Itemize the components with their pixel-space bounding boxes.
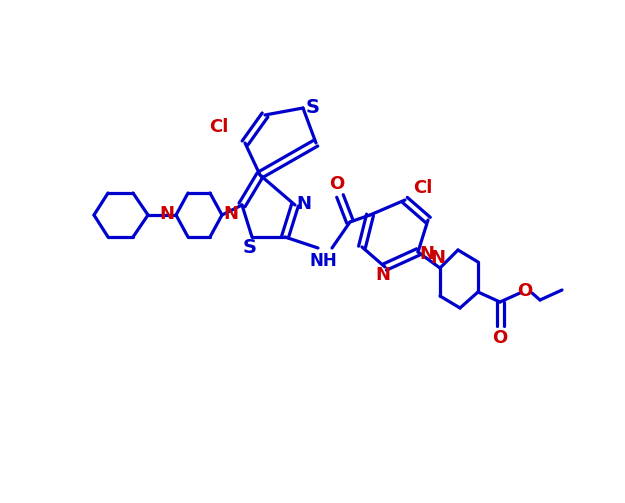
Text: N: N — [159, 205, 174, 223]
Text: NH: NH — [309, 252, 337, 270]
Text: O: O — [492, 329, 508, 347]
Text: O: O — [329, 175, 344, 193]
Text: Cl: Cl — [209, 118, 229, 136]
Text: Cl: Cl — [413, 179, 432, 197]
Text: N: N — [296, 195, 311, 213]
Text: N: N — [431, 249, 446, 267]
Text: O: O — [518, 282, 532, 300]
Text: N: N — [376, 266, 391, 284]
Text: N: N — [224, 205, 239, 223]
Text: N: N — [419, 245, 434, 263]
Text: S: S — [243, 237, 257, 257]
Text: S: S — [306, 98, 320, 117]
